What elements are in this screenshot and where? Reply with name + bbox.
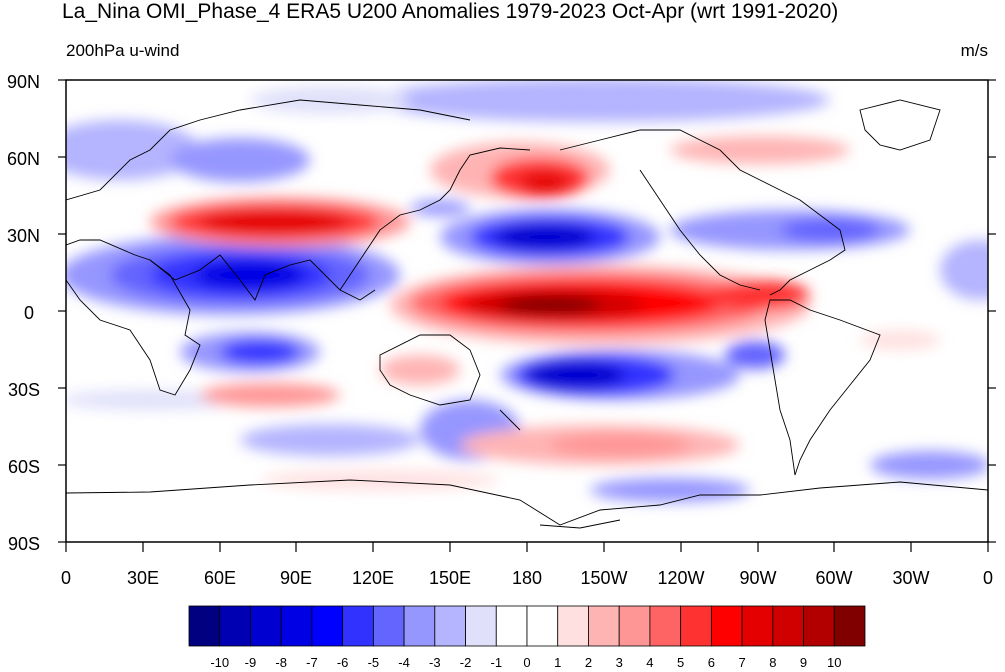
- colorbar-label: 8: [769, 655, 776, 670]
- lon-label: 150E: [429, 568, 471, 588]
- colorbar-swatch: [219, 605, 251, 647]
- colorbar-label: 10: [827, 655, 841, 670]
- colorbar-label: -3: [429, 655, 441, 670]
- colorbar-label: 2: [585, 655, 592, 670]
- colorbar-label: 0: [523, 655, 530, 670]
- colorbar-label: -5: [368, 655, 380, 670]
- colorbar-swatch: [434, 605, 466, 647]
- lat-labels: 90N 60N 30N 0 30S 60S 90S: [7, 72, 40, 554]
- lon-label: 30W: [892, 568, 929, 588]
- colorbar-label: 4: [646, 655, 653, 670]
- lon-label: 60E: [204, 568, 236, 588]
- lat-label: 60S: [8, 457, 40, 477]
- lon-label: 90E: [280, 568, 312, 588]
- colorbar-label: -8: [275, 655, 287, 670]
- colorbar-swatch: [649, 605, 682, 647]
- colorbar-label: 9: [800, 655, 807, 670]
- colorbar-label: 7: [738, 655, 745, 670]
- colorbar-label: -10: [210, 655, 229, 670]
- colorbar-swatch: [465, 605, 497, 647]
- colorbar-swatch: [710, 605, 743, 647]
- units-label: m/s: [960, 41, 988, 60]
- colorbar-label: -2: [460, 655, 472, 670]
- colorbar-label: -9: [245, 655, 257, 670]
- colorbar-swatch: [403, 605, 436, 647]
- colorbar-label: 6: [708, 655, 715, 670]
- colorbar-swatch: [772, 605, 804, 647]
- lon-label: 60W: [815, 568, 852, 588]
- colorbar-swatch: [680, 605, 712, 647]
- colorbar-swatch: [741, 605, 774, 647]
- lon-labels: 0 30E 60E 90E 120E 150E 180 150W 120W 90…: [61, 568, 993, 588]
- lat-ticks: [58, 79, 996, 543]
- colorbar-swatch: [372, 605, 405, 647]
- anomaly-field: [66, 80, 988, 502]
- colorbar-swatch: [311, 605, 344, 647]
- variable-label: 200hPa u-wind: [66, 41, 180, 60]
- lon-label: 120E: [352, 568, 394, 588]
- colorbar-swatch: [250, 605, 282, 647]
- colorbar-swatch: [188, 605, 221, 647]
- colorbar-label: -7: [306, 655, 318, 670]
- colorbar: -10 -9 -8 -7 -6 -5 -4 -3 -2 -1 0 1 2 3 4 5 6 7 8 9 10: [188, 605, 866, 670]
- lat-label: 30N: [7, 226, 40, 246]
- colorbar-swatch: [588, 605, 620, 647]
- lon-label: 180: [512, 568, 542, 588]
- colorbar-label: 5: [677, 655, 684, 670]
- lat-label: 0: [24, 303, 34, 323]
- colorbar-label: -4: [398, 655, 410, 670]
- colorbar-swatch: [833, 605, 866, 647]
- colorbar-swatch: [495, 605, 528, 647]
- colorbar-swatch: [526, 605, 559, 647]
- plot-title: La_Nina OMI_Phase_4 ERA5 U200 Anomalies …: [62, 0, 839, 23]
- colorbar-swatch: [803, 605, 835, 647]
- colorbar-label: -6: [337, 655, 349, 670]
- lat-label: 90N: [7, 72, 40, 92]
- colorbar-label: 3: [616, 655, 623, 670]
- lon-label: 150W: [580, 568, 627, 588]
- lat-label: 90S: [8, 534, 40, 554]
- colorbar-swatch: [342, 605, 374, 647]
- lat-label: 30S: [8, 380, 40, 400]
- colorbar-swatch: [557, 605, 589, 647]
- colorbar-label: -1: [490, 655, 502, 670]
- lon-label: 120W: [657, 568, 704, 588]
- lat-label: 60N: [7, 149, 40, 169]
- colorbar-swatch: [618, 605, 651, 647]
- lon-label: 30E: [127, 568, 159, 588]
- lon-label: 0: [983, 568, 993, 588]
- lon-label: 90W: [739, 568, 776, 588]
- colorbar-label: 1: [554, 655, 561, 670]
- colorbar-swatch: [280, 605, 313, 647]
- lon-label: 0: [61, 568, 71, 588]
- coastlines: [66, 99, 988, 529]
- lon-ticks: [65, 542, 989, 552]
